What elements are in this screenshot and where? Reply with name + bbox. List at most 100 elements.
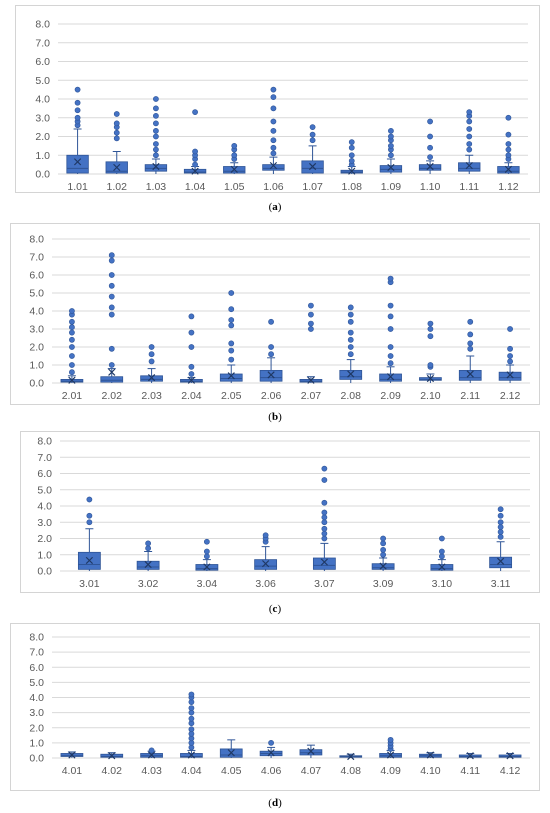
- y-tick-label: 8.0: [29, 234, 44, 246]
- outlier-point: [497, 512, 504, 519]
- x-tick-label: 1.05: [224, 181, 245, 193]
- box-2.04: [180, 313, 203, 384]
- outlier-point: [268, 739, 274, 746]
- box-4.07: [299, 744, 323, 758]
- outlier-point: [69, 318, 75, 325]
- mean-marker: [506, 752, 514, 760]
- caption-c: (c): [268, 603, 282, 615]
- box-body: [489, 556, 513, 569]
- box-body: [458, 162, 481, 172]
- mean-marker: [108, 368, 116, 376]
- x-tick-label: 4.12: [500, 765, 521, 777]
- outlier-point: [228, 290, 235, 296]
- y-tick-label: 6.0: [29, 270, 44, 282]
- outlier-point: [347, 351, 354, 358]
- outlier-point: [505, 114, 512, 121]
- box-1.03: [144, 96, 168, 174]
- y-tick-label: 2.0: [29, 722, 44, 734]
- outlier-point: [308, 311, 314, 318]
- outlier-point: [148, 351, 155, 358]
- box-4.08: [339, 752, 363, 761]
- outlier-point: [108, 293, 115, 300]
- outlier-point: [348, 139, 355, 146]
- box-4.02: [100, 752, 124, 760]
- mean-marker: [73, 158, 82, 166]
- y-tick-label: 2.0: [35, 131, 50, 143]
- x-tick-label: 3.09: [373, 578, 394, 590]
- outlier-point: [466, 126, 473, 132]
- x-tick-label: 1.06: [263, 181, 284, 193]
- x-tick-label: 2.12: [500, 390, 521, 402]
- x-tick-label: 4.05: [221, 765, 242, 777]
- outlier-point: [188, 705, 195, 711]
- y-tick-label: 5.0: [29, 288, 44, 300]
- x-tick-label: 4.11: [460, 765, 480, 777]
- outlier-point: [427, 320, 434, 327]
- outlier-point: [270, 137, 277, 144]
- outlier-point: [192, 161, 198, 168]
- y-tick-label: 1.0: [29, 737, 44, 749]
- y-tick-label: 3.0: [29, 707, 44, 719]
- outlier-point: [321, 535, 328, 542]
- x-tick-label: 2.01: [62, 390, 83, 402]
- outlier-point: [69, 336, 75, 343]
- box-body: [66, 154, 89, 174]
- x-tick-label: 3.10: [432, 578, 453, 590]
- outlier-point: [321, 530, 328, 537]
- outlier-point: [348, 157, 355, 164]
- y-tick-label: 6.0: [37, 468, 52, 480]
- box-1.01: [66, 86, 89, 174]
- outlier-point: [270, 127, 277, 134]
- outlier-point: [270, 118, 277, 125]
- outlier-point: [347, 311, 354, 318]
- box-3.09: [371, 535, 395, 571]
- outlier-point: [438, 548, 445, 555]
- outlier-point: [505, 131, 512, 138]
- outlier-point: [153, 96, 159, 102]
- mean-marker: [262, 560, 270, 568]
- outlier-point: [270, 105, 277, 112]
- outlier-point: [321, 465, 328, 472]
- mean-marker: [320, 558, 328, 566]
- outlier-point: [497, 506, 504, 513]
- y-tick-label: 4.0: [35, 94, 50, 106]
- outlier-point: [321, 477, 328, 483]
- mean-marker: [68, 751, 76, 759]
- outlier-point: [153, 152, 159, 159]
- outlier-point: [69, 362, 75, 368]
- outlier-point: [507, 345, 513, 352]
- panel-d: 0.0 1.0 2.0 3.0 4.0 5.0 6.0 7.0 8.0 4.01 4.02 4.03 4…: [0, 619, 550, 813]
- outlier-point: [308, 302, 314, 309]
- x-tick-label: 2.08: [341, 390, 362, 402]
- outlier-point: [148, 344, 155, 350]
- outlier-point: [388, 133, 394, 140]
- outlier-point: [467, 318, 474, 325]
- outlier-point: [309, 131, 316, 138]
- x-tick-label: 3.06: [255, 578, 276, 590]
- outlier-point: [387, 353, 394, 359]
- outlier-point: [74, 86, 81, 93]
- box-2.11: [458, 318, 482, 383]
- outlier-point: [321, 514, 328, 521]
- box-3.01: [77, 496, 101, 571]
- outlier-point: [270, 94, 277, 101]
- outlier-point: [270, 144, 277, 151]
- outlier-point: [467, 345, 474, 352]
- outlier-point: [387, 302, 394, 309]
- outlier-point: [74, 99, 81, 106]
- outlier-point: [69, 369, 75, 376]
- mean-marker: [144, 560, 152, 569]
- outlier-point: [113, 111, 120, 117]
- outlier-point: [505, 141, 512, 147]
- outlier-point: [113, 120, 120, 127]
- outlier-point: [74, 107, 81, 114]
- mean-marker: [387, 163, 395, 172]
- outlier-point: [188, 691, 195, 698]
- box-4.04: [180, 691, 203, 759]
- y-tick-label: 7.0: [29, 647, 44, 659]
- outlier-point: [108, 282, 115, 289]
- chart-c: 0.0 1.0 2.0 3.0 4.0 5.0 6.0 7.0 8.0 3.01 3.02 3.04 3…: [37, 436, 530, 590]
- outlier-point: [268, 344, 274, 350]
- box-2.12: [498, 326, 522, 383]
- box-2.03: [140, 344, 163, 383]
